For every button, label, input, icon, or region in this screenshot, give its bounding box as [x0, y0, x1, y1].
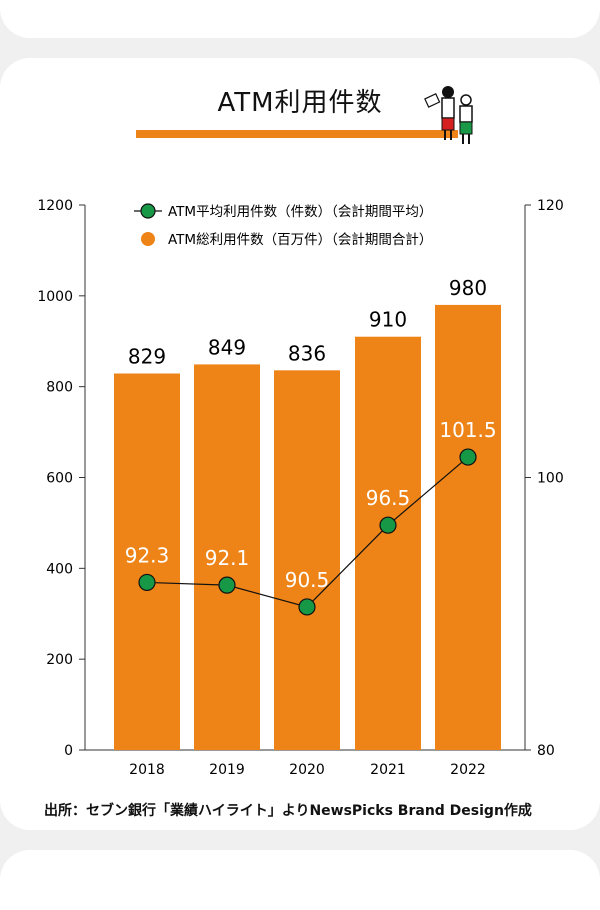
bottom-card	[0, 850, 600, 910]
line-value-label: 92.1	[205, 546, 250, 570]
bar-value-label: 980	[449, 276, 487, 300]
bar-2018	[114, 373, 180, 750]
y-left-tick-label: 800	[46, 380, 73, 396]
data-labels: 829 849 836 910 980 92.3 92.1 90.5 96.5 101.5	[125, 276, 497, 592]
bar-2020	[274, 370, 340, 750]
line-marker-2019	[218, 576, 236, 594]
bar-value-label: 849	[208, 335, 246, 359]
legend-label-line: ATM平均利用件数（件数）（会計期間平均）	[168, 204, 432, 220]
bar-2019	[194, 364, 260, 750]
line-value-label: 92.3	[125, 543, 170, 567]
axes: 0 200 400 600 800 1000 1200 80 100 120 2018 2019 202…	[37, 198, 563, 778]
x-tick-label: 2022	[450, 762, 486, 778]
line-marker-2018	[138, 573, 156, 592]
line-marker-2022	[459, 448, 477, 466]
chart-svg: 0 200 400 600 800 1000 1200 80 100 120 2018 2019 202…	[37, 198, 563, 778]
line-value-label: 101.5	[439, 418, 496, 442]
line-marker-2020	[298, 598, 316, 616]
y-left-tick-label: 1200	[37, 198, 73, 214]
y-right-tick-label: 100	[537, 471, 564, 487]
y-right-tick-label: 120	[537, 198, 564, 214]
legend-label-bar: ATM総利用件数（百万件）（会計期間合計）	[168, 232, 432, 248]
y-right-tick-label: 80	[537, 743, 555, 759]
line-series	[138, 448, 477, 616]
source-note: 出所：セブン銀行「業績ハイライト」よりNewsPicks Brand Desig…	[44, 803, 532, 819]
bar-2022	[435, 304, 501, 750]
top-card	[0, 0, 600, 38]
legend: ATM平均利用件数（件数）（会計期間平均） ATM総利用件数（百万件）（会計期間合…	[134, 203, 432, 248]
legend-bar-marker	[141, 232, 155, 246]
chart-title: ATM利用件数	[217, 88, 383, 118]
x-tick-label: 2019	[209, 762, 245, 778]
y-left-tick-label: 400	[46, 561, 73, 577]
x-tick-label: 2020	[289, 762, 325, 778]
legend-line-marker	[140, 203, 156, 219]
people-illustration-icon	[424, 86, 473, 144]
x-tick-label: 2021	[370, 762, 406, 778]
y-left-tick-label: 600	[46, 471, 73, 487]
bars	[114, 304, 501, 750]
bar-value-label: 836	[288, 341, 326, 365]
y-left-tick-label: 200	[46, 652, 73, 668]
line-marker-2021	[379, 516, 397, 534]
bar-2021	[355, 336, 421, 750]
x-tick-label: 2018	[129, 762, 165, 778]
line-value-label: 90.5	[285, 568, 330, 592]
y-left-tick-label: 0	[64, 743, 73, 759]
y-left-tick-label: 1000	[37, 289, 73, 305]
bar-value-label: 829	[128, 344, 166, 368]
title-underline	[136, 130, 458, 138]
line-value-label: 96.5	[366, 486, 411, 510]
bar-value-label: 910	[369, 308, 407, 332]
